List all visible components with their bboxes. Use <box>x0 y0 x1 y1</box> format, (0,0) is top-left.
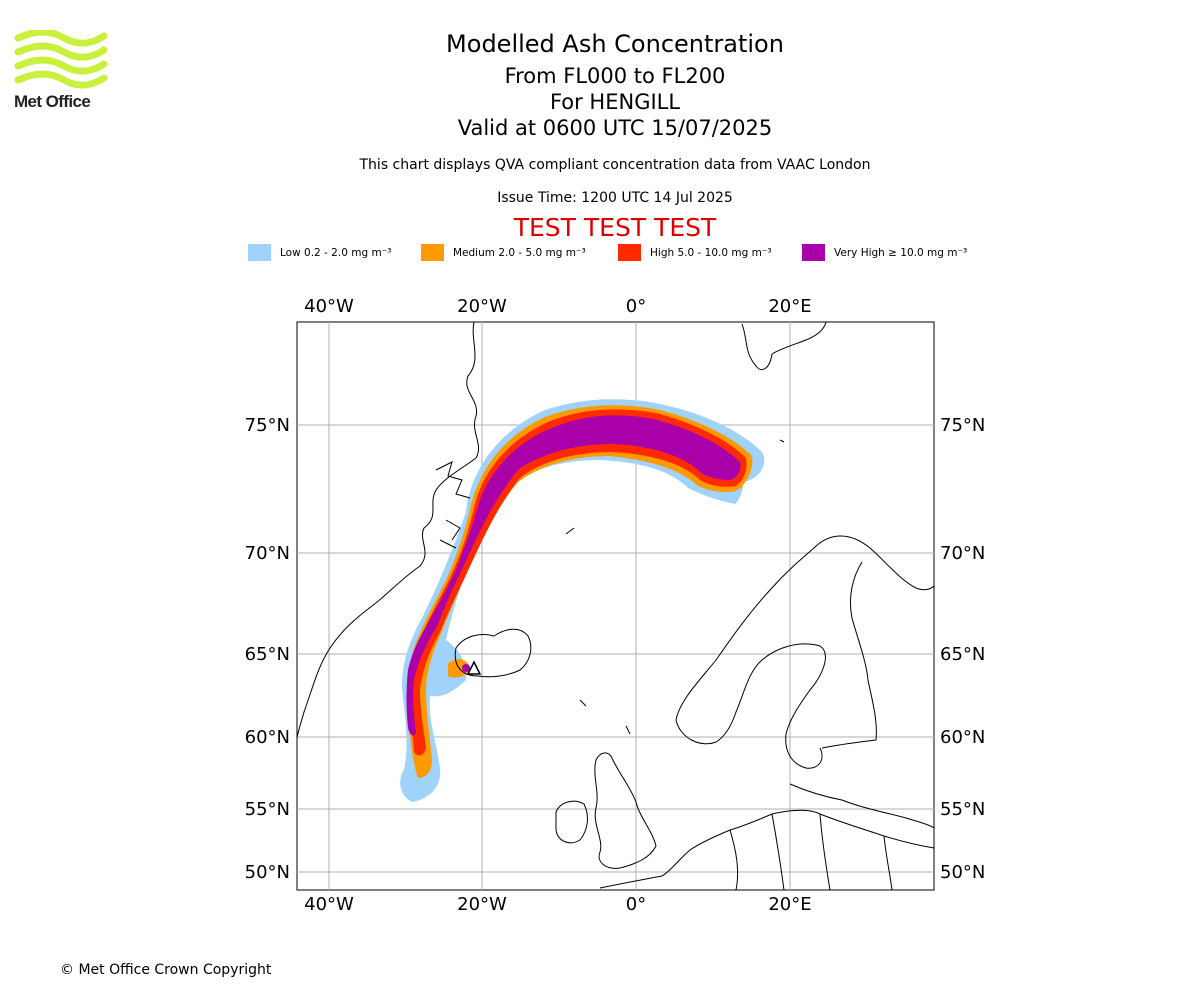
legend-item-very-high: Very High ≥ 10.0 mg m⁻³ <box>802 244 967 261</box>
coast-shetland <box>625 725 631 735</box>
met-office-waves-icon <box>14 28 108 89</box>
coast-jan-mayen <box>565 527 575 535</box>
copyright-notice: © Met Office Crown Copyright <box>60 962 272 978</box>
coast-finland <box>821 561 877 749</box>
lon-label-bottom-20e: 20°E <box>768 894 811 915</box>
coast-faroes <box>579 699 587 707</box>
graticule <box>297 322 934 890</box>
lon-label-bottom-40w: 40°W <box>304 894 354 915</box>
coast-borders <box>729 813 893 891</box>
legend-swatch-low <box>248 244 271 261</box>
legend-item-high: High 5.0 - 10.0 mg m⁻³ <box>618 244 772 261</box>
lon-label-bottom-0: 0° <box>626 894 646 915</box>
lat-label-right-65n: 65°N <box>940 644 985 665</box>
lon-label-top-40w: 40°W <box>304 296 354 317</box>
coast-ireland <box>555 800 588 844</box>
chart-title: Modelled Ash Concentration <box>446 30 784 58</box>
volcano-marker-icon <box>466 660 482 675</box>
lon-labels-top: 40°W 20°W 0° 20°E <box>304 296 811 317</box>
lon-label-bottom-20w: 20°W <box>457 894 507 915</box>
flight-level-range: From FL000 to FL200 <box>504 64 726 88</box>
lat-label-right-75n: 75°N <box>940 415 985 436</box>
coast-europe-mainland <box>599 809 935 889</box>
lon-label-top-20w: 20°W <box>457 296 507 317</box>
legend-swatch-medium <box>421 244 444 261</box>
lat-label-left-50n: 50°N <box>245 862 290 883</box>
lon-labels-bottom: 40°W 20°W 0° 20°E <box>304 894 811 915</box>
ash-very-high <box>406 415 741 736</box>
coast-bear-island <box>779 439 785 443</box>
logo-text: Met Office <box>14 92 91 111</box>
issue-time: Issue Time: 1200 UTC 14 Jul 2025 <box>497 190 733 206</box>
lat-labels-left: 75°N 70°N 65°N 60°N 55°N 50°N <box>245 415 290 883</box>
legend-swatch-very-high <box>802 244 825 261</box>
volcano-name: For HENGILL <box>549 90 681 114</box>
chart-subtitle: This chart displays QVA compliant concen… <box>359 157 871 173</box>
legend-label-high: High 5.0 - 10.0 mg m⁻³ <box>650 246 772 259</box>
lat-label-left-75n: 75°N <box>245 415 290 436</box>
lat-label-right-60n: 60°N <box>940 727 985 748</box>
coast-britain <box>594 752 657 869</box>
legend-swatch-high <box>618 244 641 261</box>
legend-label-low: Low 0.2 - 2.0 mg m⁻³ <box>280 246 392 259</box>
lon-label-top-20e: 20°E <box>768 296 811 317</box>
legend-label-medium: Medium 2.0 - 5.0 mg m⁻³ <box>453 246 586 259</box>
valid-time: Valid at 0600 UTC 15/07/2025 <box>457 116 773 140</box>
lat-label-left-60n: 60°N <box>245 727 290 748</box>
coastlines <box>296 321 935 891</box>
lon-label-top-0: 0° <box>626 296 646 317</box>
coast-iceland <box>454 628 532 678</box>
lat-labels-right: 75°N 70°N 65°N 60°N 55°N 50°N <box>940 415 985 883</box>
lat-label-left-65n: 65°N <box>245 644 290 665</box>
ash-source-core <box>462 664 470 672</box>
legend-item-medium: Medium 2.0 - 5.0 mg m⁻³ <box>421 244 586 261</box>
coast-greenland-east <box>296 321 480 739</box>
lat-label-right-55n: 55°N <box>940 799 985 820</box>
met-office-logo: Met Office <box>14 28 110 114</box>
coast-baltic <box>789 783 935 829</box>
lat-label-right-70n: 70°N <box>940 543 985 564</box>
legend-item-low: Low 0.2 - 2.0 mg m⁻³ <box>248 244 391 261</box>
coast-svalbard <box>741 321 827 370</box>
test-banner: TEST TEST TEST <box>513 213 717 242</box>
coast-scandinavia <box>675 535 935 769</box>
legend-label-very-high: Very High ≥ 10.0 mg m⁻³ <box>834 246 968 259</box>
lat-label-left-55n: 55°N <box>245 799 290 820</box>
coast-greenland-fjords <box>435 461 471 549</box>
lat-label-left-70n: 70°N <box>245 543 290 564</box>
lat-label-right-50n: 50°N <box>940 862 985 883</box>
